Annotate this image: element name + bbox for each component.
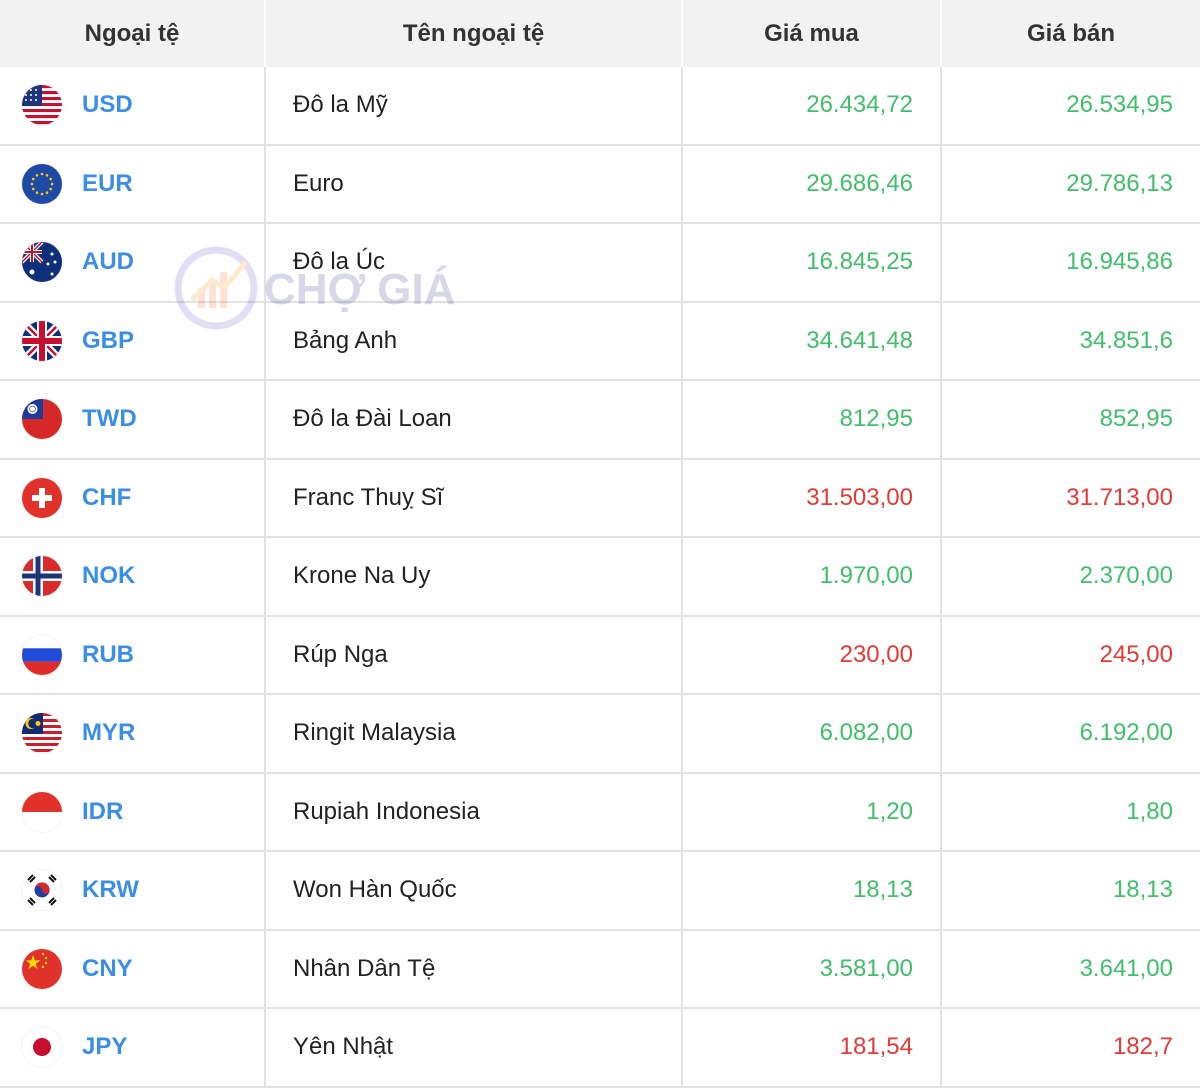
currency-name: Ringit Malaysia [265, 694, 683, 774]
buy-price: 16.845,25 [682, 223, 942, 303]
us-flag-icon [22, 85, 62, 126]
currency-code-cell: KRW [0, 851, 266, 931]
table-header-row: Ngoại tệ Tên ngoại tệ Giá mua Giá bán [0, 0, 1200, 67]
buy-price: 18,13 [682, 851, 942, 931]
currency-name: Franc Thuỵ Sĩ [265, 458, 683, 538]
table-row[interactable]: AUD Đô la Úc 16.845,25 16.945,86 [0, 223, 1200, 303]
sell-price: 16.945,86 [941, 223, 1200, 303]
no-flag-icon [22, 556, 62, 597]
currency-code-cell: RUB [0, 615, 266, 695]
currency-code-cell: CHF [0, 458, 266, 538]
currency-code[interactable]: TWD [82, 405, 137, 433]
cn-flag-icon [22, 948, 62, 989]
header-currency-code: Ngoại tệ [0, 0, 266, 67]
currency-code[interactable]: KRW [82, 876, 139, 904]
sell-price: 852,95 [941, 380, 1200, 460]
table-row[interactable]: CNY Nhân Dân Tệ 3.581,00 3.641,00 [0, 929, 1200, 1009]
my-flag-icon [22, 713, 62, 754]
currency-name: Won Hàn Quốc [265, 851, 683, 931]
table-row[interactable]: KRW Won Hàn Quốc 18,13 18,13 [0, 851, 1200, 931]
table-row[interactable]: RUB Rúp Nga 230,00 245,00 [0, 615, 1200, 695]
currency-name: Đô la Đài Loan [265, 380, 683, 460]
ru-flag-icon [22, 634, 62, 675]
sell-price: 6.192,00 [941, 694, 1200, 774]
table-row[interactable]: CHF Franc Thuỵ Sĩ 31.503,00 31.713,00 [0, 458, 1200, 538]
sell-price: 245,00 [941, 615, 1200, 695]
buy-price: 1.970,00 [682, 537, 942, 617]
sell-price: 3.641,00 [941, 929, 1200, 1009]
buy-price: 29.686,46 [682, 144, 942, 224]
buy-price: 31.503,00 [682, 458, 942, 538]
currency-name: Đô la Mỹ [265, 67, 683, 146]
currency-code-cell: MYR [0, 694, 266, 774]
sell-price: 1,80 [941, 772, 1200, 852]
table-row[interactable]: JPY Yên Nhật 181,54 182,7 [0, 1008, 1200, 1088]
jp-flag-icon [22, 1027, 62, 1068]
buy-price: 812,95 [682, 380, 942, 460]
table-row[interactable]: MYR Ringit Malaysia 6.082,00 6.192,00 [0, 694, 1200, 774]
eu-flag-icon [22, 163, 62, 204]
table-row[interactable]: EUR Euro 29.686,46 29.786,13 [0, 144, 1200, 224]
sell-price: 29.786,13 [941, 144, 1200, 224]
sell-price: 182,7 [941, 1008, 1200, 1088]
currency-code[interactable]: JPY [82, 1033, 128, 1061]
currency-name: Nhân Dân Tệ [265, 929, 683, 1009]
sell-price: 2.370,00 [941, 537, 1200, 617]
currency-name: Krone Na Uy [265, 537, 683, 617]
currency-name: Yên Nhật [265, 1008, 683, 1088]
buy-price: 230,00 [682, 615, 942, 695]
currency-code-cell: IDR [0, 772, 266, 852]
currency-code-cell: CNY [0, 929, 266, 1009]
id-flag-icon [22, 791, 62, 832]
currency-code[interactable]: AUD [82, 248, 134, 276]
buy-price: 181,54 [682, 1008, 942, 1088]
header-currency-name: Tên ngoại tệ [265, 0, 683, 67]
table-row[interactable]: IDR Rupiah Indonesia 1,20 1,80 [0, 772, 1200, 852]
header-sell-price: Giá bán [941, 0, 1200, 67]
sell-price: 34.851,6 [941, 301, 1200, 381]
currency-code[interactable]: CNY [82, 954, 133, 982]
tw-flag-icon [22, 399, 62, 440]
currency-name: Bảng Anh [265, 301, 683, 381]
currency-name: Rupiah Indonesia [265, 772, 683, 852]
gb-flag-icon [22, 320, 62, 361]
header-buy-price: Giá mua [682, 0, 942, 67]
currency-code-cell: TWD [0, 380, 266, 460]
table-row[interactable]: GBP Bảng Anh 34.641,48 34.851,6 [0, 301, 1200, 381]
currency-code-cell: EUR [0, 144, 266, 224]
table-row[interactable]: TWD Đô la Đài Loan 812,95 852,95 [0, 380, 1200, 460]
currency-name: Euro [265, 144, 683, 224]
currency-code-cell: NOK [0, 537, 266, 617]
buy-price: 3.581,00 [682, 929, 942, 1009]
buy-price: 1,20 [682, 772, 942, 852]
currency-code-cell: AUD [0, 223, 266, 303]
buy-price: 6.082,00 [682, 694, 942, 774]
sell-price: 31.713,00 [941, 458, 1200, 538]
currency-code[interactable]: EUR [82, 169, 133, 197]
currency-name: Rúp Nga [265, 615, 683, 695]
table-row[interactable]: USD Đô la Mỹ 26.434,72 26.534,95 [0, 67, 1200, 146]
ch-flag-icon [22, 477, 62, 518]
currency-code[interactable]: RUB [82, 640, 134, 668]
currency-code-cell: USD [0, 67, 266, 146]
currency-code[interactable]: GBP [82, 326, 135, 354]
currency-code-cell: GBP [0, 301, 266, 381]
currency-code[interactable]: USD [82, 91, 133, 119]
kr-flag-icon [22, 870, 62, 911]
sell-price: 26.534,95 [941, 67, 1200, 146]
currency-code-cell: JPY [0, 1008, 266, 1088]
au-flag-icon [22, 242, 62, 283]
currency-code[interactable]: MYR [82, 719, 136, 747]
currency-code[interactable]: NOK [82, 562, 136, 590]
buy-price: 34.641,48 [682, 301, 942, 381]
currency-code[interactable]: CHF [82, 483, 132, 511]
buy-price: 26.434,72 [682, 67, 942, 146]
currency-code[interactable]: IDR [82, 797, 124, 825]
sell-price: 18,13 [941, 851, 1200, 931]
table-row[interactable]: NOK Krone Na Uy 1.970,00 2.370,00 [0, 537, 1200, 617]
currency-name: Đô la Úc [265, 223, 683, 303]
